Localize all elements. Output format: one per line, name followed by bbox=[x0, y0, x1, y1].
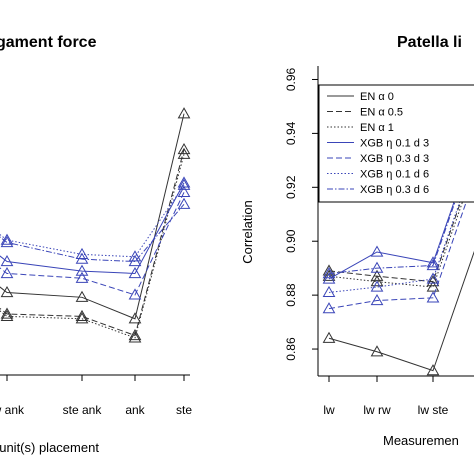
right-data-point bbox=[426, 258, 440, 271]
right-y-tick-label: 0.88 bbox=[284, 283, 298, 307]
left-series-group bbox=[0, 107, 191, 343]
legend-entry: XGB η 0.1 d 3 bbox=[360, 138, 429, 150]
right-x-ticks: lw lw rw lw ste bbox=[323, 376, 449, 417]
left-x-axis-label: t unit(s) placement bbox=[0, 440, 99, 455]
left-data-point bbox=[128, 288, 142, 300]
right-data-point bbox=[322, 285, 336, 298]
right-data-point bbox=[426, 256, 440, 268]
right-data-point bbox=[322, 331, 336, 343]
left-data-point bbox=[0, 235, 14, 248]
left-data-point bbox=[75, 309, 89, 322]
right-x-tick-label: lw bbox=[323, 403, 335, 417]
left-data-point bbox=[128, 255, 142, 267]
right-x-tick-label: lw ste bbox=[418, 403, 449, 417]
right-data-point bbox=[322, 272, 336, 284]
right-data-point bbox=[426, 280, 440, 292]
left-data-point bbox=[75, 271, 89, 283]
right-data-point bbox=[426, 291, 440, 303]
left-x-ticks: lw ank ste ank ank ste bbox=[0, 375, 192, 417]
left-data-point bbox=[128, 331, 142, 343]
legend-entry: EN α 0 bbox=[360, 91, 394, 103]
right-y-tick-label: 0.86 bbox=[284, 337, 298, 361]
left-data-point bbox=[128, 312, 142, 324]
right-y-tick-label: 0.90 bbox=[284, 229, 298, 253]
left-data-point bbox=[0, 307, 14, 319]
left-data-point bbox=[177, 147, 191, 159]
left-data-point bbox=[75, 247, 89, 260]
right-series-line bbox=[328, 161, 474, 283]
left-series-line bbox=[0, 113, 185, 320]
right-series-group bbox=[322, 142, 474, 376]
right-data-point bbox=[370, 245, 384, 257]
left-data-point bbox=[177, 107, 191, 119]
left-data-point bbox=[177, 185, 191, 198]
left-data-point bbox=[0, 286, 14, 298]
legend-entry: XGB η 0.3 d 6 bbox=[360, 184, 429, 196]
left-data-point bbox=[177, 178, 191, 190]
left-data-point bbox=[75, 290, 89, 302]
left-data-point bbox=[177, 142, 191, 155]
left-series-line bbox=[0, 203, 185, 263]
left-series-line bbox=[0, 154, 185, 339]
right-data-point bbox=[370, 280, 384, 292]
right-series-line bbox=[328, 145, 474, 275]
right-y-tick-label: 0.96 bbox=[284, 67, 298, 91]
left-data-point bbox=[0, 233, 14, 245]
left-data-point bbox=[75, 312, 89, 324]
right-data-point bbox=[426, 364, 440, 376]
right-data-point bbox=[426, 272, 440, 284]
right-data-point bbox=[370, 294, 384, 306]
legend-entry: XGB η 0.1 d 6 bbox=[360, 169, 429, 181]
left-x-tick-label: ank bbox=[125, 403, 145, 417]
left-data-point bbox=[128, 266, 142, 279]
right-x-tick-label: lw rw bbox=[363, 403, 391, 417]
right-series-line bbox=[328, 250, 474, 372]
left-data-point bbox=[75, 264, 89, 276]
legend-entry: EN α 1 bbox=[360, 122, 394, 134]
right-y-tick-label: 0.92 bbox=[284, 175, 298, 199]
left-data-point bbox=[0, 309, 14, 322]
left-data-point bbox=[128, 250, 142, 262]
left-series-line bbox=[0, 192, 185, 296]
left-x-tick-label: ste bbox=[176, 403, 192, 417]
left-series-line bbox=[0, 182, 185, 274]
left-data-point bbox=[128, 328, 142, 341]
left-chart: gament force t unit(s) placement lw ank s… bbox=[0, 34, 192, 455]
right-data-point bbox=[370, 345, 384, 357]
legend: EN α 0 EN α 0.5 EN α 1 XGB η 0.1 d 3 XGB η 0… bbox=[318, 84, 474, 203]
left-data-point bbox=[75, 252, 89, 264]
left-data-point bbox=[0, 255, 14, 267]
left-series-line bbox=[0, 184, 185, 258]
right-data-point bbox=[370, 269, 384, 281]
right-data-point bbox=[370, 261, 384, 273]
legend-entry: EN α 0.5 bbox=[360, 107, 403, 119]
left-x-tick-label: lw ank bbox=[0, 403, 25, 417]
right-data-point bbox=[322, 264, 336, 276]
right-data-point bbox=[322, 302, 336, 314]
left-data-point bbox=[0, 266, 14, 279]
right-y-ticks: 0.86 0.88 0.90 0.92 0.94 0.96 bbox=[284, 67, 318, 361]
right-x-axis-label: Measuremen bbox=[383, 433, 459, 448]
right-series-line bbox=[328, 178, 474, 310]
left-series-line bbox=[0, 149, 185, 337]
right-y-axis-label: Correlation bbox=[240, 200, 255, 264]
legend-entry: XGB η 0.3 d 3 bbox=[360, 153, 429, 165]
left-chart-title: gament force bbox=[0, 34, 97, 51]
right-data-point bbox=[322, 267, 336, 279]
right-data-point bbox=[370, 275, 384, 287]
right-chart: Patella li Correlation Measuremen 0.860.… bbox=[240, 34, 474, 448]
right-data-point bbox=[322, 269, 336, 281]
left-x-tick-label: ste ank bbox=[63, 403, 103, 417]
left-data-point bbox=[177, 197, 191, 209]
legend-box bbox=[318, 84, 474, 203]
right-chart-title: Patella li bbox=[397, 34, 462, 51]
right-y-tick-label: 0.94 bbox=[284, 121, 298, 145]
